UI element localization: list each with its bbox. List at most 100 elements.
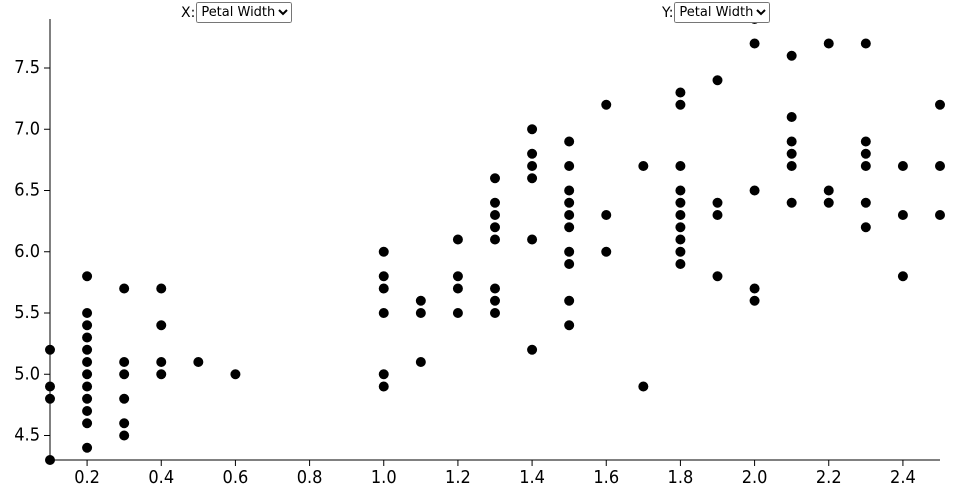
y-tick-label: 5.5 <box>14 302 40 323</box>
point <box>823 38 834 49</box>
point <box>564 320 575 331</box>
x-tick-label: 2.4 <box>890 467 916 488</box>
point <box>490 295 500 306</box>
point <box>860 38 871 49</box>
point <box>119 430 130 441</box>
point <box>527 148 538 159</box>
point <box>564 295 575 306</box>
point <box>378 308 389 318</box>
point <box>749 295 760 306</box>
point <box>45 344 55 355</box>
point <box>564 136 575 147</box>
point <box>415 295 426 306</box>
point <box>675 185 686 196</box>
x-tick-label: 1.6 <box>593 467 619 488</box>
point <box>564 246 575 257</box>
point <box>119 393 130 404</box>
x-tick-label: 0.6 <box>223 467 249 488</box>
point <box>749 283 760 294</box>
point <box>527 161 538 171</box>
point <box>527 124 538 135</box>
point <box>564 259 575 269</box>
point <box>712 197 723 208</box>
point <box>675 246 686 257</box>
point <box>119 418 130 429</box>
point <box>378 246 389 257</box>
point <box>415 357 426 367</box>
point <box>452 234 463 245</box>
point <box>860 148 871 159</box>
point <box>823 197 834 208</box>
point <box>786 136 797 147</box>
point <box>82 393 93 404</box>
x-tick-label: 1.8 <box>668 467 694 488</box>
x-tick-label: 0.4 <box>148 467 174 488</box>
point <box>527 173 538 184</box>
y-control: Y: Petal Width <box>662 2 771 23</box>
point <box>82 271 93 282</box>
point <box>786 148 797 159</box>
point <box>675 161 686 171</box>
point <box>564 197 575 208</box>
x-tick-label: 1.4 <box>519 467 545 488</box>
point <box>490 308 500 318</box>
point <box>82 418 93 429</box>
point <box>378 283 389 294</box>
point <box>860 222 871 233</box>
point <box>749 38 760 49</box>
point <box>378 271 389 282</box>
x-tick-label: 2.2 <box>816 467 842 488</box>
point <box>119 369 130 380</box>
point <box>82 332 93 343</box>
point <box>749 185 760 196</box>
point <box>786 161 797 171</box>
point <box>82 308 93 318</box>
point <box>564 161 575 171</box>
point <box>675 222 686 233</box>
point <box>82 344 93 355</box>
x-label: X: <box>181 4 196 21</box>
y-tick-label: 5.0 <box>14 363 40 384</box>
point <box>712 210 723 220</box>
point <box>156 369 167 380</box>
x-tick-label: 0.8 <box>297 467 323 488</box>
x-tick-label: 2.0 <box>742 467 768 488</box>
point <box>156 283 167 294</box>
x-tick-label: 0.2 <box>74 467 100 488</box>
point <box>712 75 723 86</box>
point <box>638 161 649 171</box>
point <box>415 308 426 318</box>
point <box>601 210 612 220</box>
point <box>490 222 500 233</box>
point <box>935 161 945 171</box>
point <box>527 344 538 355</box>
point <box>675 210 686 220</box>
point <box>786 50 797 61</box>
y-select[interactable]: Petal Width <box>674 2 771 23</box>
y-tick-label: 7.0 <box>14 118 40 139</box>
point <box>897 210 908 220</box>
point <box>452 271 463 282</box>
point <box>45 381 55 392</box>
y-tick-label: 7.5 <box>14 57 40 78</box>
x-select[interactable]: Petal Width <box>196 2 293 23</box>
point <box>564 210 575 220</box>
point <box>490 234 500 245</box>
point <box>564 185 575 196</box>
point <box>897 271 908 282</box>
point <box>860 197 871 208</box>
point <box>638 381 649 392</box>
point <box>82 369 93 380</box>
y-tick-label: 4.5 <box>14 425 40 446</box>
point <box>675 87 686 98</box>
point <box>45 393 55 404</box>
point <box>156 357 167 367</box>
point <box>675 234 686 245</box>
x-tick-label: 1.2 <box>445 467 471 488</box>
point <box>712 271 723 282</box>
y-tick-label: 6.0 <box>14 241 40 262</box>
point <box>601 99 612 110</box>
x-control: X: Petal Width <box>181 2 293 23</box>
point <box>119 283 130 294</box>
